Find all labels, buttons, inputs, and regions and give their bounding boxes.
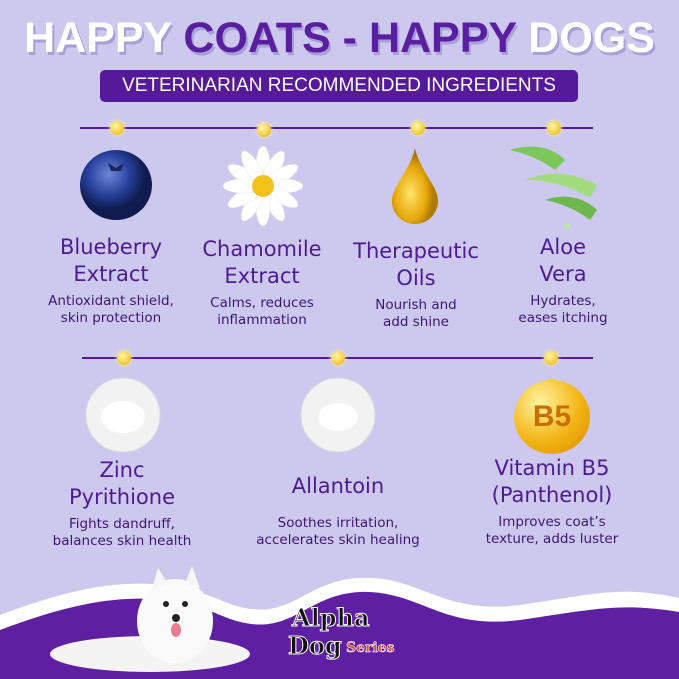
title-white-1: HAPPY [24,14,184,62]
ingredient-desc: Soothes irritation, [277,515,399,531]
ingredient-desc: skin protection [60,310,162,326]
ingredient-desc: balances skin health [52,533,192,549]
ingredient-desc: texture, adds luster [485,531,619,547]
alpha-dog-series-logo: Alpha Dog Series [284,600,414,661]
ingredient-desc: accelerates skin healing [256,532,420,548]
dot-icon [110,121,124,135]
dot-icon [544,351,558,365]
divider-line-1 [80,127,593,129]
blueberry-icon [80,150,152,220]
ingredient-zinc: Zinc Pyrithione Fights dandruff, balances… [42,457,202,550]
dot-icon [257,123,271,137]
vitamin-b5-icon: B5 [514,380,590,454]
powder-bowl-icon [85,377,161,453]
page-title: HAPPY COATS - HAPPY DOGS [0,14,679,63]
chamomile-icon [222,146,304,226]
ingredient-allantoin: Allantoin Soothes irritation, accelerates… [248,473,428,549]
ingredient-chamomile: Chamomile Extract Calms, reduces inflamma… [187,236,337,329]
ingredient-name: Extract [224,264,300,288]
ingredient-desc: add shine [383,314,449,330]
ingredient-aloe: Aloe Vera Hydrates, eases itching [488,234,638,327]
vitamin-badge-label: B5 [532,400,572,433]
ingredient-vitamin-b5: Vitamin B5 (Panthenol) Improves coat’s te… [472,455,632,548]
ingredient-name: Vera [539,262,587,286]
powder-bowl-icon [300,377,376,453]
aloe-icon [509,146,597,229]
dot-icon [411,121,425,135]
dot-icon [331,351,345,365]
title-purple: COATS - HAPPY [183,14,517,62]
ingredient-name: (Panthenol) [491,483,613,507]
ingredient-desc: Improves coat’s [498,514,606,530]
ingredient-name: Extract [73,262,149,286]
ingredient-desc: eases itching [518,310,608,326]
ingredient-desc: Nourish and [375,297,457,313]
oil-drop-icon [392,148,438,224]
ingredient-name: Vitamin B5 [494,456,610,480]
ingredient-name: Aloe [540,235,586,259]
dog-photo [50,566,250,672]
subtitle-badge: VETERINARIAN RECOMMENDED INGREDIENTS [100,70,578,102]
dot-icon [117,351,131,365]
ingredient-desc: Antioxidant shield, [48,293,174,309]
ingredient-desc: Fights dandruff, [69,516,175,532]
title-white-2: DOGS [516,14,655,62]
ingredient-name: Allantoin [291,474,385,498]
ingredient-name: Zinc [99,458,145,482]
ingredient-name: Chamomile [202,237,322,261]
ingredient-desc: Calms, reduces [210,295,314,311]
ingredient-desc: inflammation [217,312,307,328]
dot-icon [547,121,561,135]
svg-text:Alpha: Alpha [291,603,370,632]
ingredient-blueberry: Blueberry Extract Antioxidant shield, ski… [36,234,186,327]
ingredient-name: Blueberry [59,235,163,259]
ingredient-desc: Hydrates, [530,293,596,309]
ingredient-name: Oils [396,266,436,290]
ingredient-name: Therapeutic [353,239,479,263]
ingredient-oils: Therapeutic Oils Nourish and add shine [340,238,492,331]
svg-text:Dog: Dog [288,631,342,660]
svg-text:Series: Series [346,640,395,656]
ingredient-name: Pyrithione [68,485,175,509]
